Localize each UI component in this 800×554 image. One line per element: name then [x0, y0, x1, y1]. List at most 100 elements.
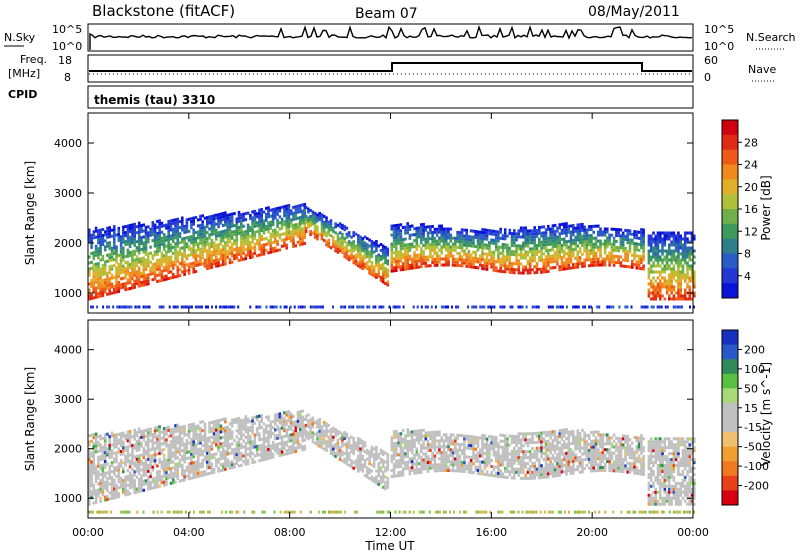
range-cell — [656, 294, 660, 298]
range-cell — [194, 270, 198, 273]
range-cell — [242, 439, 245, 443]
range-cell — [656, 249, 660, 253]
range-cell — [174, 224, 177, 228]
range-cell — [153, 456, 157, 460]
range-cell — [174, 221, 177, 225]
range-cell — [654, 279, 657, 283]
range-cell — [255, 215, 259, 219]
range-cell — [187, 247, 191, 251]
range-cell — [338, 243, 342, 247]
range-cell — [612, 260, 616, 264]
range-cell — [647, 255, 651, 259]
range-cell — [219, 218, 223, 222]
range-cell — [240, 255, 243, 259]
range-cell — [386, 253, 390, 257]
noise-cell — [190, 305, 193, 309]
range-cell — [240, 234, 243, 238]
range-cell — [329, 234, 333, 238]
range-cell — [201, 470, 204, 474]
range-cell — [381, 256, 385, 260]
range-cell — [196, 230, 200, 234]
range-cell — [265, 248, 268, 252]
range-cell — [542, 225, 546, 229]
range-cell — [276, 218, 279, 222]
range-cell — [336, 441, 340, 445]
range-cell — [151, 486, 155, 490]
range-cell — [194, 472, 198, 476]
range-cell — [187, 271, 191, 275]
range-cell — [479, 257, 482, 261]
range-cell — [316, 440, 319, 444]
range-cell — [131, 286, 134, 290]
range-cell — [359, 265, 362, 269]
colorbar-segment — [722, 194, 738, 210]
range-cell — [547, 251, 550, 255]
range-cell — [438, 257, 441, 261]
range-cell — [294, 420, 298, 424]
range-cell — [140, 284, 143, 287]
range-cell — [190, 464, 193, 468]
range-cell — [606, 242, 609, 246]
range-cell — [278, 215, 282, 219]
range-cell — [128, 281, 132, 284]
range-cell — [171, 430, 175, 434]
range-cell — [133, 464, 136, 468]
range-cell — [460, 261, 464, 265]
range-cell — [299, 410, 302, 414]
range-cell — [217, 425, 220, 429]
range-cell — [190, 226, 193, 230]
range-cell — [677, 234, 680, 238]
range-cell — [133, 473, 136, 477]
range-cell — [92, 236, 96, 240]
range-cell — [181, 455, 184, 459]
noise-cell — [172, 305, 175, 309]
range-cell — [201, 244, 204, 248]
range-cell — [149, 430, 152, 434]
range-cell — [153, 253, 157, 257]
range-cell — [357, 255, 360, 259]
range-cell — [357, 249, 360, 253]
range-cell — [128, 275, 132, 278]
range-cell — [572, 254, 575, 258]
range-cell — [345, 435, 349, 439]
range-cell — [219, 436, 223, 440]
range-cell — [404, 246, 407, 250]
range-cell — [469, 256, 473, 260]
range-cell — [217, 258, 220, 262]
range-cell — [519, 235, 523, 239]
range-cell — [117, 286, 121, 290]
noise-cell — [332, 305, 334, 309]
noise-cell — [531, 305, 534, 309]
range-cell — [240, 425, 243, 429]
range-cell — [485, 237, 489, 241]
range-cell — [670, 276, 673, 280]
range-cell — [287, 413, 291, 417]
range-cell — [583, 228, 586, 232]
range-cell — [122, 228, 125, 232]
range-cell — [113, 246, 116, 250]
range-cell — [260, 247, 263, 250]
range-cell — [424, 261, 428, 265]
range-cell — [206, 448, 209, 452]
range-cell — [181, 443, 184, 447]
range-cell — [97, 268, 100, 272]
range-cell — [285, 443, 288, 447]
range-cell — [140, 462, 143, 466]
range-cell — [513, 241, 516, 245]
range-cell — [499, 251, 502, 255]
range-cell — [474, 266, 477, 269]
range-cell — [322, 220, 326, 224]
range-cell — [519, 256, 523, 260]
range-cell — [169, 467, 173, 470]
range-cell — [679, 288, 682, 292]
range-cell — [169, 440, 173, 444]
range-cell — [212, 453, 216, 456]
range-cell — [668, 231, 671, 235]
range-cell — [230, 236, 234, 240]
range-cell — [122, 470, 125, 474]
range-cell — [240, 437, 243, 441]
noise-cell — [426, 305, 429, 309]
range-cell — [679, 264, 682, 268]
range-cell — [292, 229, 295, 233]
range-cell — [208, 248, 211, 252]
